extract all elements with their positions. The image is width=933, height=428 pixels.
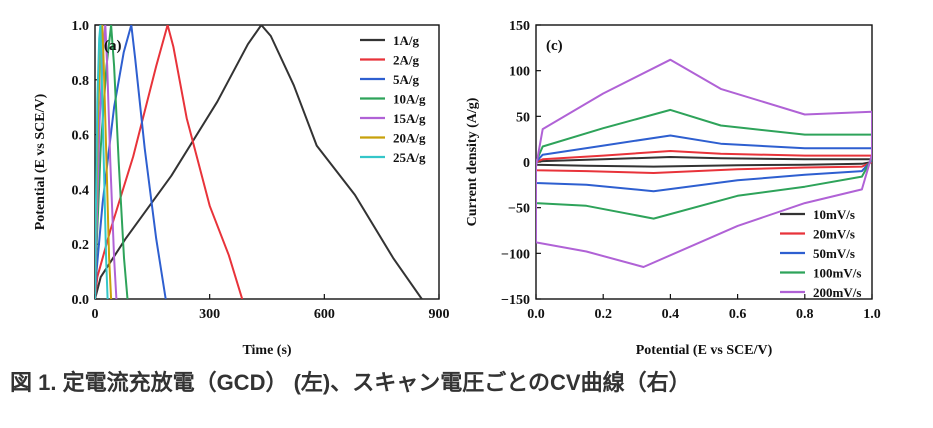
cv-panel-label: (c) bbox=[546, 38, 563, 54]
cv-chart-panel: 0.0 0.2 0.4 0.6 0.8 1.0 150 100 50 0 −50 −100 −150 (… bbox=[465, 19, 881, 358]
cv-y-tick-label: −150 bbox=[501, 293, 530, 308]
cv-y-tick-label: 0 bbox=[523, 156, 530, 171]
figure-caption: 図 1. 定電流充放電（GCD） (左)、スキャン電圧ごとのCV曲線（右） bbox=[10, 370, 691, 395]
gcd-x-tick-label: 900 bbox=[429, 307, 450, 322]
cv-x-tick-label: 0.6 bbox=[729, 307, 747, 322]
cv-x-tick-label: 0.0 bbox=[527, 307, 545, 322]
cv-y-tick-label: 50 bbox=[516, 110, 530, 125]
cv-series-200mvs bbox=[536, 58, 872, 268]
gcd-series-1ag bbox=[95, 25, 423, 299]
gcd-axis-ticks: 0 300 600 900 0.0 0.2 0.4 0.6 0.8 1.0 bbox=[72, 19, 450, 322]
cv-legend: 10mV/s 20mV/s 50mV/s 100mV/s 200mV/s bbox=[780, 207, 861, 300]
gcd-x-tick-label: 300 bbox=[199, 307, 220, 322]
gcd-y-tick-label: 0.8 bbox=[72, 74, 90, 89]
cv-y-tick-label: −50 bbox=[508, 202, 530, 217]
gcd-y-axis-label: Potential (E vs SCE/V) bbox=[33, 93, 48, 230]
cv-legend-label: 100mV/s bbox=[813, 266, 861, 281]
gcd-y-tick-label: 0.2 bbox=[72, 238, 90, 253]
cv-x-tick-label: 1.0 bbox=[863, 307, 881, 322]
cv-x-axis-label: Potential (E vs SCE/V) bbox=[636, 343, 773, 358]
cv-series-lines bbox=[536, 58, 872, 268]
cv-legend-label: 20mV/s bbox=[813, 227, 855, 242]
cv-y-tick-label: 150 bbox=[509, 19, 530, 34]
gcd-legend-label: 2A/g bbox=[393, 53, 420, 68]
gcd-series-25ag bbox=[95, 25, 109, 299]
gcd-legend-label: 1A/g bbox=[393, 33, 420, 48]
gcd-legend: 1A/g 2A/g 5A/g 10A/g 15A/g 20A/g 25A/g bbox=[360, 33, 426, 165]
gcd-x-axis-label: Time (s) bbox=[242, 343, 291, 358]
gcd-y-tick-label: 1.0 bbox=[72, 19, 90, 34]
gcd-plot-frame bbox=[94, 24, 440, 300]
cv-series-10mvs bbox=[536, 156, 872, 168]
cv-legend-label: 10mV/s bbox=[813, 207, 855, 222]
cv-x-tick-label: 0.8 bbox=[796, 307, 814, 322]
gcd-legend-label: 10A/g bbox=[393, 92, 426, 107]
gcd-chart-panel: 0 300 600 900 0.0 0.2 0.4 0.6 0.8 1.0 (a) Time (s… bbox=[33, 19, 450, 358]
cv-y-axis-label: Current density (A/g) bbox=[465, 97, 480, 226]
gcd-x-tick-label: 600 bbox=[314, 307, 335, 322]
gcd-x-tick-label: 0 bbox=[92, 307, 99, 322]
cv-x-tick-label: 0.4 bbox=[662, 307, 680, 322]
gcd-series-2ag bbox=[95, 25, 244, 299]
gcd-y-tick-label: 0.4 bbox=[72, 183, 90, 198]
cv-axis-ticks: 0.0 0.2 0.4 0.6 0.8 1.0 150 100 50 0 −50 −100 −150 bbox=[501, 19, 881, 322]
cv-y-tick-label: −100 bbox=[501, 247, 530, 262]
cv-legend-label: 50mV/s bbox=[813, 246, 855, 261]
gcd-y-tick-label: 0.0 bbox=[72, 293, 90, 308]
gcd-legend-label: 20A/g bbox=[393, 131, 426, 146]
cv-series-20mvs bbox=[536, 150, 872, 174]
cv-series-100mvs bbox=[536, 108, 872, 220]
cv-y-tick-label: 100 bbox=[509, 65, 530, 80]
gcd-y-tick-label: 0.6 bbox=[72, 129, 90, 144]
cv-x-tick-label: 0.2 bbox=[594, 307, 612, 322]
cv-series-50mvs bbox=[536, 134, 872, 193]
gcd-series-lines bbox=[95, 25, 423, 299]
gcd-legend-label: 5A/g bbox=[393, 72, 420, 87]
gcd-legend-label: 15A/g bbox=[393, 111, 426, 126]
gcd-legend-label: 25A/g bbox=[393, 150, 426, 165]
gcd-series-5ag bbox=[95, 25, 167, 299]
cv-legend-label: 200mV/s bbox=[813, 285, 861, 300]
gcd-panel-label: (a) bbox=[104, 38, 122, 54]
